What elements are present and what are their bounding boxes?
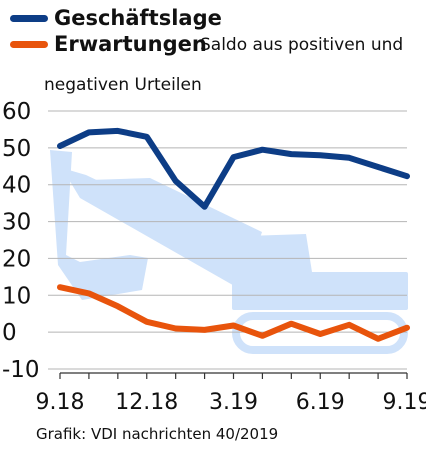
x-tick-label: 9.19 bbox=[383, 390, 426, 415]
y-tick-label: 30 bbox=[2, 210, 31, 236]
legend-item-geschaeftslage: Geschäftslage bbox=[10, 6, 420, 30]
y-tick-label: 50 bbox=[2, 136, 31, 162]
data-point bbox=[348, 156, 351, 159]
data-point bbox=[290, 153, 293, 156]
legend-label-erwartungen: Erwartungen bbox=[54, 32, 207, 56]
x-tick-label: 3.19 bbox=[209, 390, 258, 415]
legend-swatch-erwartungen bbox=[10, 41, 48, 48]
data-point bbox=[59, 286, 61, 289]
data-point bbox=[145, 320, 148, 323]
legend-item-erwartungen: Erwartungen Saldo aus positiven und bbox=[10, 32, 420, 56]
data-point bbox=[290, 322, 293, 325]
legend: Geschäftslage Erwartungen Saldo aus posi… bbox=[10, 6, 420, 58]
data-point bbox=[145, 135, 148, 138]
data-point bbox=[59, 145, 61, 148]
y-tick-label: 0 bbox=[2, 320, 17, 346]
excavator-icon bbox=[50, 150, 408, 354]
y-tick-label: 10 bbox=[2, 283, 31, 309]
legend-label-geschaeftslage: Geschäftslage bbox=[54, 6, 222, 30]
y-tick-label: 60 bbox=[2, 99, 31, 125]
x-tick-label: 6.19 bbox=[296, 390, 345, 415]
y-tick-label: 20 bbox=[2, 246, 31, 272]
data-point bbox=[174, 327, 177, 330]
x-axis: 9.18 12.18 3.19 6.19 9.19 bbox=[36, 372, 426, 415]
grid bbox=[48, 110, 407, 370]
y-axis: -10 0 10 20 30 40 50 60 bbox=[2, 99, 40, 383]
data-point bbox=[261, 334, 264, 337]
data-point bbox=[174, 180, 177, 183]
data-point bbox=[116, 129, 119, 132]
y-tick-label: 40 bbox=[2, 173, 31, 199]
x-tick-label: 9.18 bbox=[36, 390, 85, 415]
data-point bbox=[377, 166, 380, 169]
data-point bbox=[348, 323, 351, 326]
data-point bbox=[232, 156, 235, 159]
data-point bbox=[232, 324, 235, 327]
data-point bbox=[261, 148, 264, 151]
data-point bbox=[406, 175, 408, 178]
source-note: Grafik: VDI nachrichten 40/2019 bbox=[36, 425, 279, 443]
data-point bbox=[116, 305, 119, 308]
data-point bbox=[319, 154, 322, 157]
data-point bbox=[87, 292, 90, 295]
legend-note-line-2: negativen Urteilen bbox=[44, 75, 202, 95]
data-point bbox=[87, 131, 90, 134]
y-tick-label: -10 bbox=[2, 357, 40, 383]
legend-note-line-1: Saldo aus positiven und bbox=[200, 35, 404, 55]
data-point bbox=[203, 205, 206, 208]
legend-swatch-geschaeftslage bbox=[10, 15, 48, 22]
series-lines bbox=[57, 127, 410, 342]
data-point bbox=[203, 328, 206, 331]
data-point bbox=[406, 326, 408, 329]
data-point bbox=[319, 332, 322, 335]
data-point bbox=[377, 337, 380, 340]
x-tick-label: 12.18 bbox=[115, 390, 178, 415]
